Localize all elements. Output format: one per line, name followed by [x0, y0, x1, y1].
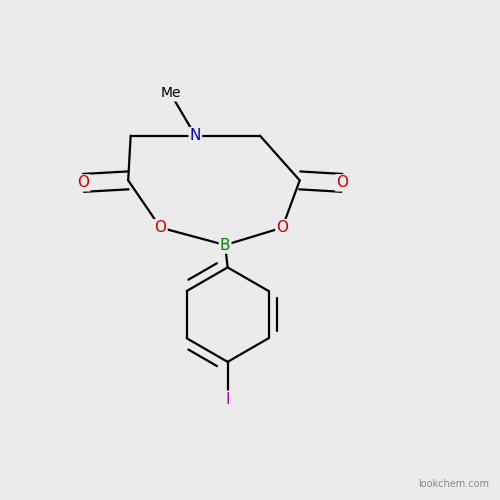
Text: N: N [190, 128, 201, 143]
Text: lookchem.com: lookchem.com [418, 478, 488, 488]
Text: O: O [276, 220, 288, 235]
Text: O: O [154, 220, 166, 235]
Text: O: O [78, 176, 90, 190]
Text: B: B [220, 238, 230, 252]
Text: Me: Me [160, 86, 180, 101]
Text: I: I [226, 392, 230, 406]
Text: O: O [336, 176, 348, 190]
